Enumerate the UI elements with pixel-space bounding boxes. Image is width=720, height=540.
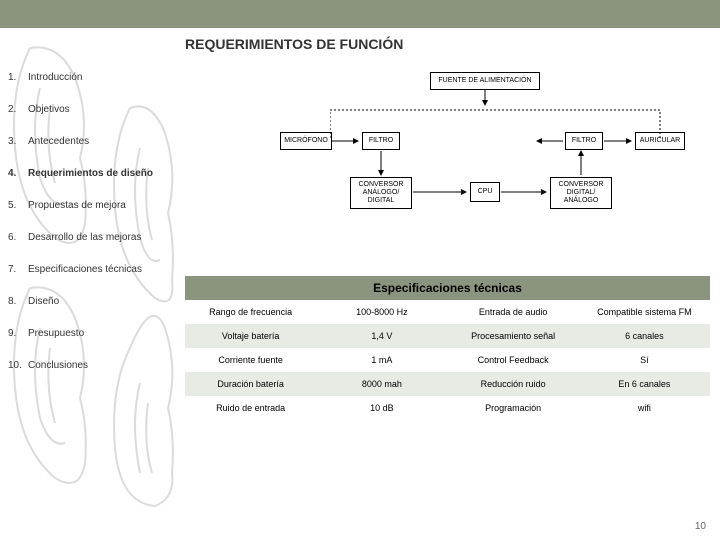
nav-item-4[interactable]: 4.Requerimientos de diseño [8, 168, 173, 180]
nav-item-6[interactable]: 6.Desarrollo de las mejoras [8, 232, 173, 244]
nav-item-8[interactable]: 8.Diseño [8, 296, 173, 308]
table-row: Corriente fuente1 mAControl FeedbackSí [185, 348, 710, 372]
nav-item-5[interactable]: 5.Propuestas de mejora [8, 200, 173, 212]
block-diagram: FUENTE DE ALIMENTACIÓN MICRÓFONO FILTRO … [290, 72, 690, 252]
table-row: Voltaje batería1,4 VProcesamiento señal6… [185, 324, 710, 348]
diagram-arrows [280, 127, 700, 227]
box-fuente: FUENTE DE ALIMENTACIÓN [430, 72, 540, 90]
page-number: 10 [695, 521, 706, 532]
nav-item-9[interactable]: 9.Presupuesto [8, 328, 173, 340]
nav-item-7[interactable]: 7.Especificaciones técnicas [8, 264, 173, 276]
nav-item-3[interactable]: 3.Antecedentes [8, 136, 173, 148]
nav-list: 1.Introducción 2.Objetivos 3.Antecedente… [8, 72, 173, 392]
table-row: Ruido de entrada10 dBProgramaciónwifi [185, 396, 710, 420]
specs-table: Rango de frecuencia100-8000 HzEntrada de… [185, 300, 710, 420]
table-row: Rango de frecuencia100-8000 HzEntrada de… [185, 300, 710, 324]
nav-item-1[interactable]: 1.Introducción [8, 72, 173, 84]
page-title: REQUERIMIENTOS DE FUNCIÓN [185, 36, 403, 52]
nav-item-10[interactable]: 10.Conclusiones [8, 360, 173, 372]
table-row: Duración batería8000 mahReducción ruidoE… [185, 372, 710, 396]
specs-title: Especificaciones técnicas [185, 276, 710, 300]
nav-item-2[interactable]: 2.Objetivos [8, 104, 173, 116]
top-bar [0, 0, 720, 28]
specs-section: Especificaciones técnicas Rango de frecu… [185, 276, 710, 420]
